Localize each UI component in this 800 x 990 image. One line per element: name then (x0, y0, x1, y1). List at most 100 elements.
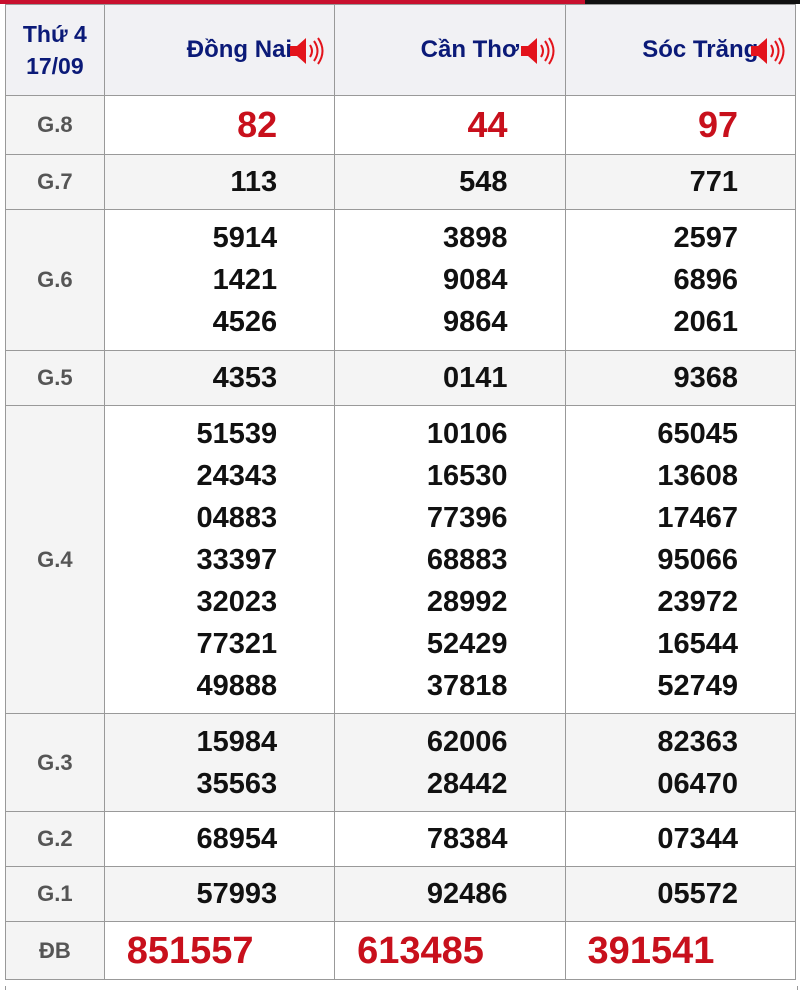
prize-number: 4353 (212, 362, 278, 394)
prize-cell: 44 (334, 95, 566, 155)
prize-number: 771 (689, 166, 738, 198)
prize-number: 51539 (196, 417, 278, 450)
prize-label: ĐB (5, 921, 105, 980)
prize-number: 16530 (426, 459, 508, 492)
province-name: Đồng Nai (186, 36, 293, 63)
prize-row: G.2 68954 78384 07344 (5, 811, 797, 867)
prize-number: 13608 (657, 459, 738, 492)
prize-number: 68883 (426, 543, 508, 576)
prize-number: 57993 (196, 878, 278, 910)
prize-number: 68954 (196, 823, 278, 855)
prize-number: 9864 (443, 306, 508, 338)
prize-number: 52749 (657, 669, 738, 702)
prize-row: G.5 4353 0141 9368 (5, 350, 797, 406)
top-border (0, 0, 800, 4)
prize-number: 32023 (196, 585, 278, 618)
prize-cell: 3898 9084 9864 (334, 209, 566, 351)
prize-number: 77396 (426, 501, 508, 534)
province-soc-trang: Sóc Trăng (564, 4, 797, 96)
prize-cell: 07344 (564, 811, 797, 867)
prize-number: 33397 (196, 543, 278, 576)
prize-cell: 82 (103, 95, 336, 155)
prize-cell: 05572 (564, 866, 797, 922)
draw-date: Thứ 4 17/09 (5, 4, 105, 96)
prize-cell: 391541 (564, 921, 797, 980)
prize-number: 16544 (657, 627, 738, 660)
prize-number: 82363 (657, 725, 738, 758)
prize-number: 9368 (673, 362, 738, 394)
prize-cell: 771 (564, 154, 797, 210)
speaker-icon[interactable] (749, 35, 785, 67)
prize-number: 37818 (426, 669, 508, 702)
prize-number: 82 (237, 104, 278, 145)
prize-row: G.4 51539 24343 04883 33397 32023 77321 49888 10… (5, 405, 797, 714)
prize-label: G.3 (5, 713, 105, 812)
prize-label: G.6 (5, 209, 105, 351)
prize-number: 23972 (657, 585, 738, 618)
prize-row: G.1 57993 92486 05572 (5, 866, 797, 922)
prize-cell: 82363 06470 (564, 713, 797, 812)
province-can-tho: Cần Thơ (334, 4, 566, 96)
prize-number: 6896 (673, 264, 738, 296)
prize-cell: 10106 16530 77396 68883 28992 52429 37818 (334, 405, 566, 714)
prize-number: 62006 (426, 725, 508, 758)
prize-number: 4526 (212, 306, 278, 338)
prize-row: G.6 5914 1421 4526 3898 9084 9864 2597 6896 2061 (5, 209, 797, 351)
prize-cell: 62006 28442 (334, 713, 566, 812)
prize-number: 851557 (126, 929, 254, 972)
prize-number: 17467 (657, 501, 738, 534)
prize-row: G.8 82 44 97 (5, 95, 797, 155)
prize-number: 391541 (587, 929, 715, 972)
prize-number: 97 (697, 104, 738, 145)
prize-cell: 92486 (334, 866, 566, 922)
prize-number: 49888 (196, 669, 278, 702)
province-name: Sóc Trăng (642, 36, 759, 63)
prize-cell: 65045 13608 17467 95066 23972 16544 52749 (564, 405, 797, 714)
prize-number: 9084 (443, 264, 508, 296)
prize-cell: 548 (334, 154, 566, 210)
prize-cell: 4353 (103, 350, 336, 406)
prize-row: ĐB 851557 613485 391541 (5, 921, 797, 980)
prize-number: 28992 (426, 585, 508, 618)
prize-number: 2597 (673, 222, 738, 254)
table-bottom (5, 986, 798, 990)
prize-number: 06470 (657, 767, 738, 800)
prize-number: 548 (459, 166, 508, 198)
prize-label: G.4 (5, 405, 105, 714)
prize-number: 10106 (426, 417, 508, 450)
day-label: Thứ 4 (22, 21, 87, 47)
prize-number: 3898 (443, 222, 508, 254)
prize-cell: 2597 6896 2061 (564, 209, 797, 351)
prize-number: 77321 (196, 627, 278, 660)
prize-number: 1421 (212, 264, 278, 296)
prize-number: 5914 (212, 222, 278, 254)
speaker-icon[interactable] (519, 35, 555, 67)
prize-number: 613485 (357, 929, 484, 972)
prize-number: 52429 (426, 627, 508, 660)
prize-label: G.2 (5, 811, 105, 867)
speaker-icon[interactable] (288, 35, 324, 67)
lottery-results-table: Thứ 4 17/09 Đồng Nai Cần Thơ Sóc Trăng G.… (5, 4, 797, 980)
date-label: 17/09 (26, 53, 84, 79)
prize-cell: 5914 1421 4526 (103, 209, 336, 351)
prize-cell: 613485 (334, 921, 566, 980)
prize-label: G.1 (5, 866, 105, 922)
prize-cell: 9368 (564, 350, 797, 406)
prize-number: 113 (230, 166, 278, 198)
prize-cell: 78384 (334, 811, 566, 867)
prize-number: 28442 (426, 767, 508, 800)
prize-number: 04883 (196, 501, 278, 534)
prize-number: 44 (467, 104, 508, 145)
prize-cell: 57993 (103, 866, 336, 922)
prize-cell: 0141 (334, 350, 566, 406)
prize-number: 0141 (443, 362, 508, 394)
prize-label: G.7 (5, 154, 105, 210)
prize-row: G.3 15984 35563 62006 28442 82363 06470 (5, 713, 797, 812)
province-dong-nai: Đồng Nai (103, 4, 336, 96)
prize-cell: 97 (564, 95, 797, 155)
prize-number: 95066 (657, 543, 738, 576)
prize-number: 24343 (196, 459, 278, 492)
prize-number: 35563 (196, 767, 278, 800)
prize-label: G.5 (5, 350, 105, 406)
prize-cell: 51539 24343 04883 33397 32023 77321 49888 (103, 405, 336, 714)
